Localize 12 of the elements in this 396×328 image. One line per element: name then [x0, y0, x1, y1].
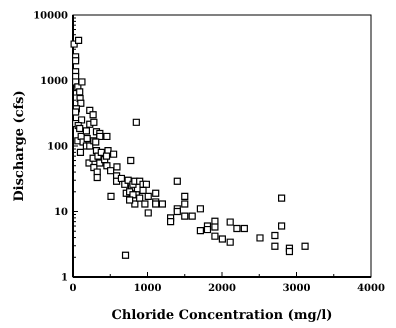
x-tick-label: 4000	[357, 283, 385, 294]
x-tick-label: 2000	[208, 283, 236, 294]
x-tick-label: 3000	[282, 283, 310, 294]
x-axis-title: Chloride Concentration (mg/l)	[112, 308, 332, 323]
y-tick-label: 10	[54, 207, 68, 218]
y-tick-label: 1000	[40, 76, 68, 87]
y-tick-label: 100	[47, 142, 68, 152]
x-tick-label: 0	[70, 283, 77, 294]
y-tick-label: 10000	[33, 10, 68, 22]
y-axis-title: Discharge (cfs)	[12, 90, 27, 202]
x-tick-label: 1000	[134, 283, 162, 294]
y-tick-label: 1	[61, 272, 68, 284]
